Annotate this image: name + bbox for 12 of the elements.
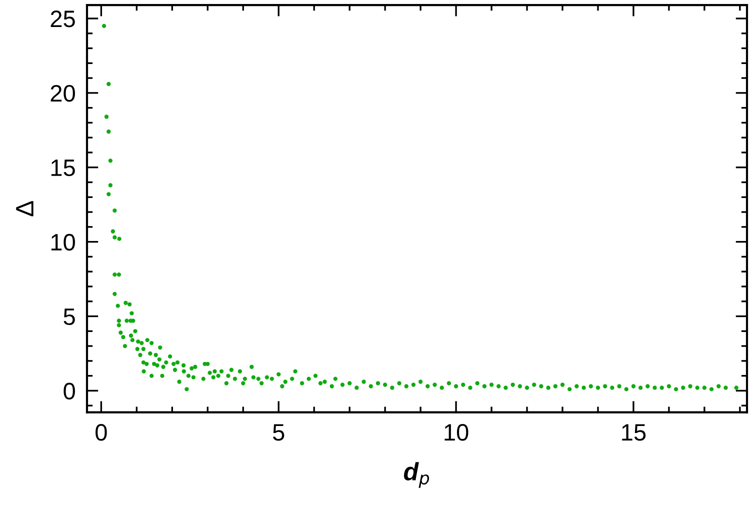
y-tick-label: 20 bbox=[50, 85, 75, 102]
x-axis-title: d$_{p}$ bbox=[404, 462, 430, 488]
y-tick-label: 25 bbox=[50, 10, 75, 28]
y-tick-label: 15 bbox=[51, 160, 75, 176]
y-tick-label: 0 bbox=[64, 382, 75, 400]
y-axis-title: Δ bbox=[16, 201, 34, 216]
x-tick-label: 0 bbox=[96, 424, 107, 441]
x-tick-label: 5 bbox=[272, 424, 284, 441]
x-tick-label: 10 bbox=[444, 424, 468, 441]
y-tick-label: 10 bbox=[51, 234, 75, 251]
y-tick-label: 5 bbox=[64, 308, 75, 326]
x-tick-label: 15 bbox=[622, 424, 646, 441]
